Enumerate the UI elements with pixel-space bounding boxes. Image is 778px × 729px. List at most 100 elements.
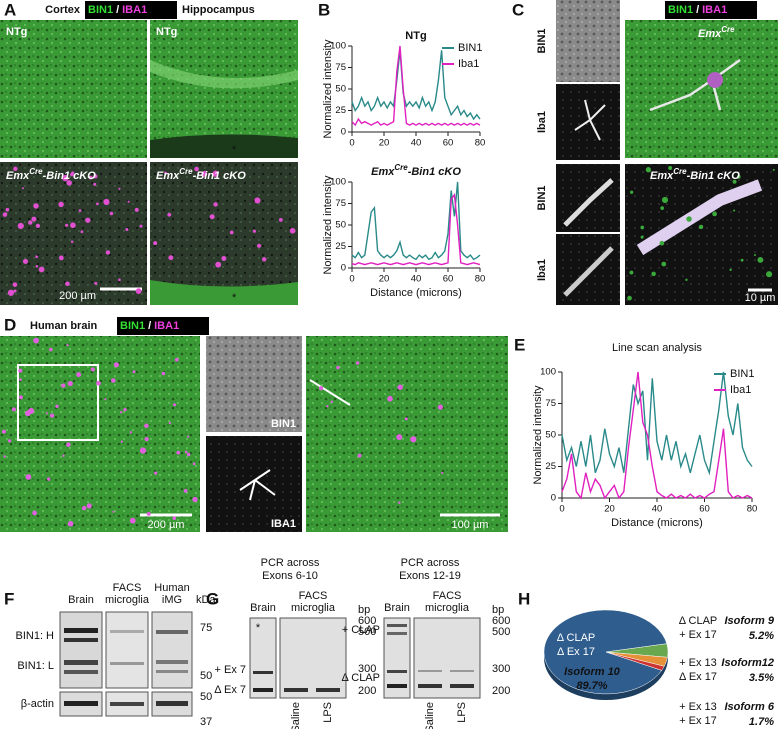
cell xyxy=(192,496,198,503)
lane-label: FACS xyxy=(299,590,328,602)
cell xyxy=(289,227,296,234)
chart-title-rest: -Bin1 cKO xyxy=(408,166,462,178)
cell xyxy=(22,258,29,264)
line-series xyxy=(351,45,481,127)
cell xyxy=(660,206,665,210)
cell xyxy=(125,228,129,232)
image-d-zoom xyxy=(306,336,508,532)
genotype-label-text: Emx xyxy=(156,170,180,182)
cell xyxy=(11,407,16,412)
cell xyxy=(732,179,737,184)
x-tick-label: 20 xyxy=(379,274,390,285)
x-tick-label: 80 xyxy=(475,274,486,285)
cell xyxy=(153,241,158,246)
slice-label: Isoform 10 xyxy=(564,666,621,678)
image-a-cko-hippocampus xyxy=(150,162,298,305)
cell xyxy=(111,378,116,383)
slice-value: 89.7% xyxy=(576,680,607,692)
cell xyxy=(144,436,149,442)
cell xyxy=(47,477,51,481)
cell xyxy=(326,405,329,408)
cell-process xyxy=(239,469,276,501)
genotype-label-text: Emx xyxy=(650,170,674,182)
y-tick-label: 100 xyxy=(540,367,556,378)
cell xyxy=(172,516,177,521)
cell xyxy=(35,223,41,228)
cell xyxy=(103,198,110,206)
genotype-label-sup: Cre xyxy=(673,167,687,176)
cell xyxy=(19,378,22,381)
marker-label: 75 xyxy=(200,622,212,634)
cell xyxy=(85,217,91,223)
y-tick-label: 75 xyxy=(335,198,346,209)
cell xyxy=(25,474,32,480)
stain-bin1: BIN1 xyxy=(120,320,145,332)
cell xyxy=(161,371,166,376)
cell xyxy=(209,214,215,220)
slice-label: Isoform12 xyxy=(721,657,774,669)
genotype-label: EmxCre-Bin1 cKO xyxy=(156,167,246,182)
asterisk: * xyxy=(256,622,261,634)
genotype-label-sup: Cre xyxy=(179,167,193,176)
lane-label: FACS xyxy=(433,590,462,602)
cell xyxy=(13,166,18,172)
cell xyxy=(76,372,82,378)
cell xyxy=(357,453,362,458)
y-tick-label: 50 xyxy=(335,220,346,231)
image-d-overview xyxy=(0,336,200,532)
marker-label: 500 xyxy=(358,626,376,638)
cell xyxy=(61,383,66,388)
cell xyxy=(645,167,652,173)
row-label: BIN1: L xyxy=(17,660,54,672)
row-label: BIN1: H xyxy=(15,630,54,642)
y-axis-label: Normalized intensity xyxy=(322,175,334,275)
cell xyxy=(627,295,632,301)
stain-sep: / xyxy=(116,4,119,16)
y-tick-label: 0 xyxy=(341,263,346,274)
marker-label: 600 xyxy=(358,615,376,627)
lane-label: microglia xyxy=(105,594,150,606)
marker-label: 300 xyxy=(358,663,376,675)
cell xyxy=(213,202,218,207)
marker-label: 500 xyxy=(492,626,510,638)
cell xyxy=(67,380,73,387)
x-tick-label: 40 xyxy=(411,274,422,285)
cell xyxy=(55,404,59,409)
cell xyxy=(134,207,139,212)
cell xyxy=(93,182,97,186)
cell xyxy=(17,222,24,230)
cell xyxy=(62,174,69,182)
cell xyxy=(118,278,121,282)
cell xyxy=(184,450,188,454)
unit-label: bp xyxy=(492,604,504,616)
cell xyxy=(58,255,64,261)
y-tick-label: 25 xyxy=(335,105,346,116)
gel-g xyxy=(249,617,481,699)
slice-value: 5.2% xyxy=(749,630,774,642)
lane-label: Brain xyxy=(384,602,410,614)
cell xyxy=(104,398,107,401)
slice-description: + Ex 13 xyxy=(679,701,717,713)
slice-value: 1.7% xyxy=(749,716,774,728)
scale-label: 100 µm xyxy=(452,519,489,531)
pcr-title: Exons 12-19 xyxy=(399,570,461,582)
cell xyxy=(119,411,123,414)
cell xyxy=(757,256,764,263)
cell xyxy=(139,224,143,228)
band-label: Δ Ex 7 xyxy=(214,684,246,696)
cell xyxy=(766,271,773,278)
pcr-title: PCR across xyxy=(261,557,320,569)
cell xyxy=(640,235,644,239)
slice-label: Isoform 6 xyxy=(724,701,774,713)
cell xyxy=(50,413,55,418)
scale-label: 10 µm xyxy=(745,292,776,304)
cell xyxy=(668,166,673,170)
cell xyxy=(355,361,360,365)
cell xyxy=(123,408,127,412)
lane-label: FACS xyxy=(113,582,142,594)
image-d-bin1 xyxy=(206,336,302,432)
cell xyxy=(112,510,115,513)
band-label: + Ex 7 xyxy=(215,664,247,676)
cell xyxy=(5,207,10,212)
